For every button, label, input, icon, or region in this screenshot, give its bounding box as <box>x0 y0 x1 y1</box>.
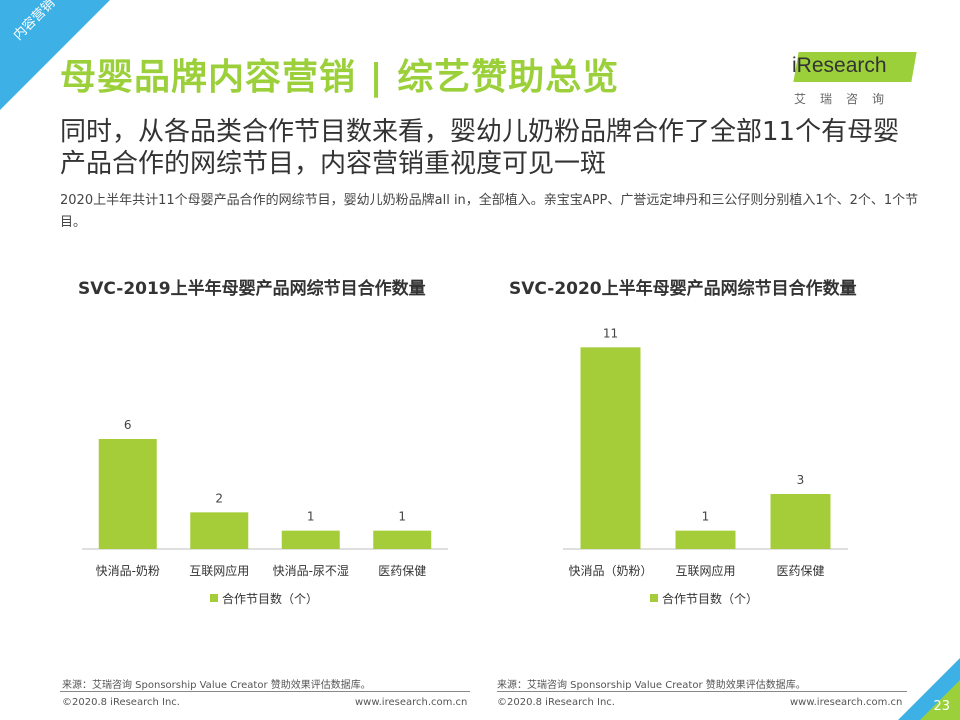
footer-line-right <box>497 691 907 692</box>
category-tick-label: 快消品（奶粉） <box>568 564 652 578</box>
bar-value-label: 1 <box>307 510 315 524</box>
iresearch-logo: iResearch 艾瑞咨询 <box>782 52 917 108</box>
logo-name: iResearch <box>792 54 887 77</box>
bar-value-label: 3 <box>797 473 805 487</box>
legend-swatch <box>650 594 658 602</box>
bar-value-label: 2 <box>215 491 223 505</box>
chart-title-2020: SVC-2020上半年母婴产品网综节目合作数量 <box>509 279 857 299</box>
bar <box>675 530 736 549</box>
headline: 同时，从各品类合作节目数来看，婴幼儿奶粉品牌合作了全部11个有母婴产品合作的网综… <box>60 117 900 179</box>
bar <box>190 512 249 549</box>
page-title: 母婴品牌内容营销 | 综艺赞助总览 <box>60 57 620 98</box>
sub-text: 2020上半年共计11个母婴产品合作的网综节目，婴幼儿奶粉品牌all in，全部… <box>60 193 919 230</box>
footer-line-left <box>60 691 470 692</box>
bar <box>770 494 831 549</box>
bar <box>580 347 641 549</box>
copyright-left: ©2020.8 iResearch Inc. <box>62 697 180 708</box>
source-left: 来源：艾瑞咨询 Sponsorship Value Creator 赞助效果评估… <box>62 680 371 691</box>
bar <box>98 439 157 549</box>
chart-title-2019: SVC-2019上半年母婴产品网综节目合作数量 <box>78 279 426 299</box>
category-tick-label: 快消品-奶粉 <box>96 564 160 578</box>
bar-value-label: 11 <box>603 326 618 340</box>
bar-value-label: 1 <box>398 510 406 524</box>
legend-swatch <box>210 594 218 602</box>
category-tick-label: 医药保健 <box>378 564 426 578</box>
bar <box>281 530 340 549</box>
category-tick-label: 快消品-尿不湿 <box>273 563 349 578</box>
category-tick-label: 医药保健 <box>776 564 824 578</box>
bar-value-label: 1 <box>702 510 710 524</box>
category-tick-label: 互联网应用 <box>675 563 735 578</box>
page-number: 23 <box>933 699 950 714</box>
legend-label: 合作节目数（个） <box>662 591 758 606</box>
copyright-right: ©2020.8 iResearch Inc. <box>497 697 615 708</box>
url-left[interactable]: www.iresearch.com.cn <box>355 697 468 708</box>
logo-sub: 艾瑞咨询 <box>794 92 899 106</box>
corner-ribbon <box>0 0 110 110</box>
bar <box>373 530 432 549</box>
source-right: 来源：艾瑞咨询 Sponsorship Value Creator 赞助效果评估… <box>497 680 806 691</box>
legend-label: 合作节目数（个） <box>222 591 318 606</box>
category-tick-label: 互联网应用 <box>189 563 249 578</box>
bar-value-label: 6 <box>124 418 132 432</box>
page-corner-green <box>920 680 960 720</box>
url-right[interactable]: www.iresearch.com.cn <box>790 697 903 708</box>
